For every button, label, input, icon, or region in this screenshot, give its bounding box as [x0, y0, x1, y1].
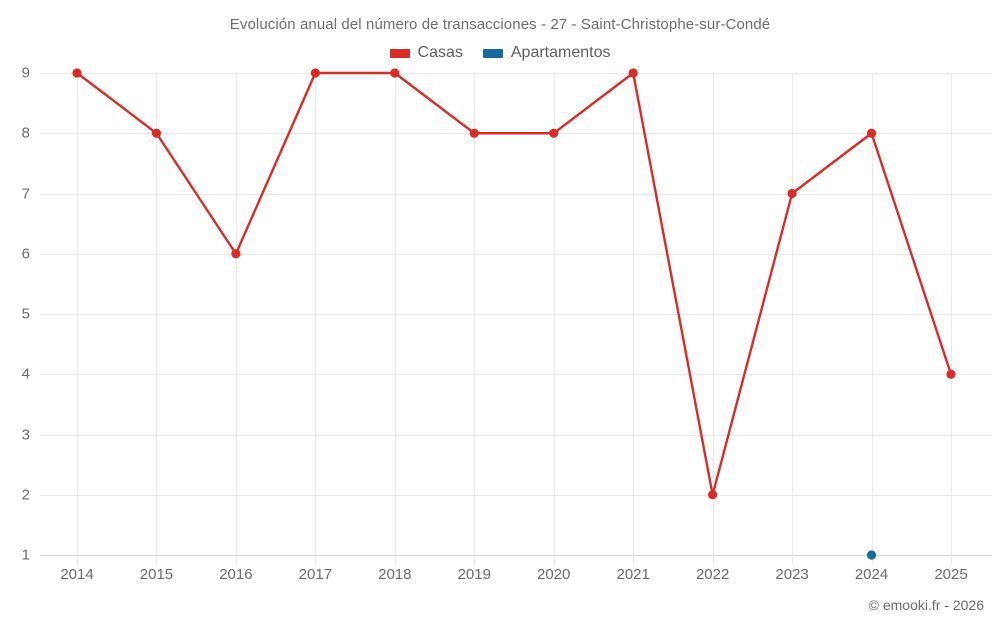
- chart-legend: Casas Apartamentos: [0, 44, 1000, 62]
- x-axis-tick-label: 2015: [139, 566, 174, 583]
- x-axis-labels: 2014 2015 2016 2017 2018 2019 2020 2021 2022 2023…: [40, 566, 992, 588]
- data-point[interactable]: [72, 68, 82, 78]
- y-axis-tick-label: 4: [21, 365, 30, 383]
- x-axis-tick-label: 2024: [854, 566, 889, 583]
- legend-label-casas: Casas: [417, 44, 463, 61]
- y-axis-tick-label: 2: [21, 486, 30, 504]
- data-point[interactable]: [866, 550, 877, 560]
- x-axis-tick-label: 2016: [219, 566, 253, 583]
- y-axis-tick-label: 6: [21, 245, 30, 263]
- data-point[interactable]: [310, 68, 320, 78]
- x-axis-tick-label: 2021: [616, 566, 650, 583]
- y-axis-tick-label: 3: [21, 426, 30, 443]
- plot-area: [40, 68, 992, 565]
- series-line-casas: [75, 71, 953, 496]
- x-axis-tick-label: 2019: [457, 566, 491, 583]
- data-point[interactable]: [151, 128, 162, 138]
- chart-gridlines: [40, 73, 992, 565]
- legend-item-apartamentos[interactable]: Apartamentos: [482, 44, 611, 62]
- x-axis-tick-label: 2020: [537, 566, 571, 583]
- y-axis-tick-label: 1: [21, 546, 30, 564]
- y-axis-labels: 1 2 3 4 5 6 7 8 9: [0, 65, 30, 564]
- y-axis-tick-label: 8: [21, 124, 30, 142]
- legend-label-apartamentos: Apartamentos: [510, 44, 611, 61]
- data-point[interactable]: [390, 68, 400, 78]
- data-point[interactable]: [708, 490, 718, 500]
- data-point[interactable]: [787, 188, 797, 199]
- x-axis-tick-label: 2025: [934, 566, 968, 583]
- y-axis-tick-label: 9: [21, 64, 30, 82]
- chart-footer-credit: © emooki.fr - 2026: [868, 597, 984, 613]
- chart-title: Evolución anual del número de transaccio…: [229, 16, 771, 33]
- data-point[interactable]: [231, 249, 241, 259]
- chart-series-layer: [72, 68, 956, 560]
- data-point[interactable]: [469, 128, 479, 138]
- x-axis-tick-label: 2022: [695, 566, 730, 583]
- data-point[interactable]: [866, 128, 877, 138]
- x-axis-tick-label: 2017: [298, 566, 333, 583]
- data-point[interactable]: [946, 369, 956, 379]
- legend-swatch-casas: [389, 48, 410, 58]
- data-point[interactable]: [549, 128, 559, 138]
- x-axis-tick-label: 2018: [378, 566, 412, 583]
- data-point[interactable]: [628, 68, 638, 78]
- legend-swatch-apartamentos: [482, 48, 503, 58]
- y-axis-tick-label: 5: [21, 305, 30, 323]
- y-axis-tick-label: 7: [21, 185, 30, 202]
- legend-item-casas[interactable]: Casas: [389, 44, 463, 62]
- x-axis-tick-label: 2023: [775, 566, 809, 583]
- x-axis-tick-label: 2014: [60, 566, 94, 583]
